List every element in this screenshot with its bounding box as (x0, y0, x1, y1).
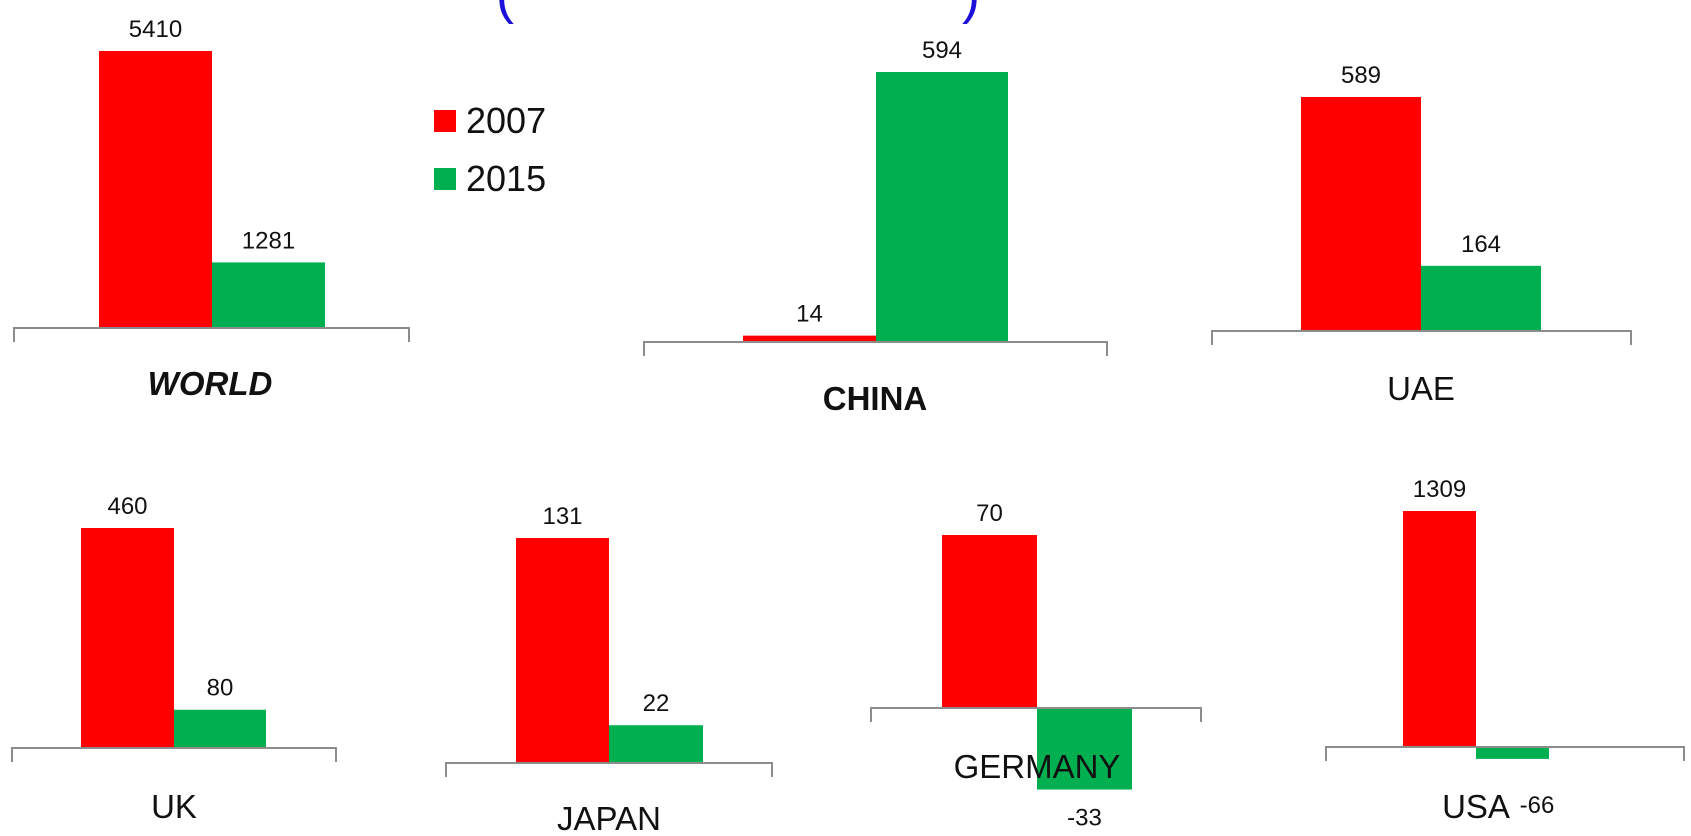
chart-uae: 589 164 UAE (1211, 62, 1632, 407)
title-fragment-left: ( (496, 0, 514, 26)
legend-item-2007: 2007 (434, 92, 546, 150)
chart-japan: 131 22 JAPAN (445, 503, 773, 836)
bar-usa-2015 (1476, 747, 1549, 759)
data-label-usa-2007: 1309 (1413, 476, 1466, 503)
data-label-japan-2007: 131 (542, 503, 582, 530)
title-fragment-right: ) (962, 0, 980, 26)
data-label-china-2015: 594 (922, 37, 962, 64)
chart-world: 5410 1281 WORLD (13, 16, 410, 402)
data-label-germany-2015: -33 (1067, 805, 1102, 832)
legend-label-2015: 2015 (466, 158, 547, 199)
bar-germany-2015 (1037, 708, 1132, 790)
category-label-uk: UK (151, 788, 197, 825)
axis-japan (445, 762, 773, 777)
data-label-china-2007: 14 (796, 301, 823, 328)
category-label-usa: USA (1442, 788, 1510, 825)
bar-uk-2007 (81, 528, 174, 748)
bar-uae-2007 (1301, 97, 1421, 331)
category-label-germany: GERMANY (954, 748, 1121, 785)
category-label-japan: JAPAN (557, 800, 661, 836)
bar-japan-2015 (609, 725, 703, 763)
chart-china: 14 594 CHINA (643, 37, 1108, 417)
data-label-usa-2015: -66 (1520, 792, 1555, 819)
bar-china-2015 (876, 72, 1008, 342)
chart-germany: 70 -33 GERMANY (870, 500, 1202, 832)
category-label-uae: UAE (1387, 370, 1455, 407)
data-label-uae-2015: 164 (1461, 231, 1501, 258)
legend: 2007 2015 (434, 92, 546, 208)
bar-germany-2007 (942, 535, 1037, 708)
data-label-japan-2015: 22 (643, 690, 670, 717)
bar-japan-2007 (516, 538, 609, 763)
bar-world-2015 (212, 262, 325, 328)
bar-china-2007 (743, 335, 876, 342)
bar-uk-2015 (174, 709, 266, 748)
data-label-world-2015: 1281 (242, 227, 295, 254)
axis-uk (11, 747, 337, 762)
chart-uk: 460 80 UK (11, 493, 337, 825)
bar-world-2007 (99, 51, 212, 328)
legend-swatch-2015 (434, 168, 456, 190)
legend-item-2015: 2015 (434, 150, 546, 208)
chart-usa: 1309 -66 USA (1325, 476, 1685, 825)
axis-germany (870, 707, 1202, 722)
category-label-world: WORLD (148, 365, 273, 402)
legend-label-2007: 2007 (466, 100, 547, 141)
data-label-uk-2015: 80 (207, 675, 234, 702)
data-label-world-2007: 5410 (129, 16, 182, 43)
category-label-china: CHINA (823, 380, 928, 417)
axis-world (13, 327, 410, 342)
axis-usa (1325, 746, 1685, 761)
data-label-uk-2007: 460 (107, 493, 147, 520)
bar-usa-2007 (1403, 511, 1476, 747)
data-label-uae-2007: 589 (1341, 62, 1381, 89)
axis-china (643, 341, 1108, 356)
bar-uae-2015 (1421, 265, 1541, 331)
data-label-germany-2007: 70 (976, 500, 1003, 527)
axis-uae (1211, 330, 1632, 345)
legend-swatch-2007 (434, 110, 456, 132)
